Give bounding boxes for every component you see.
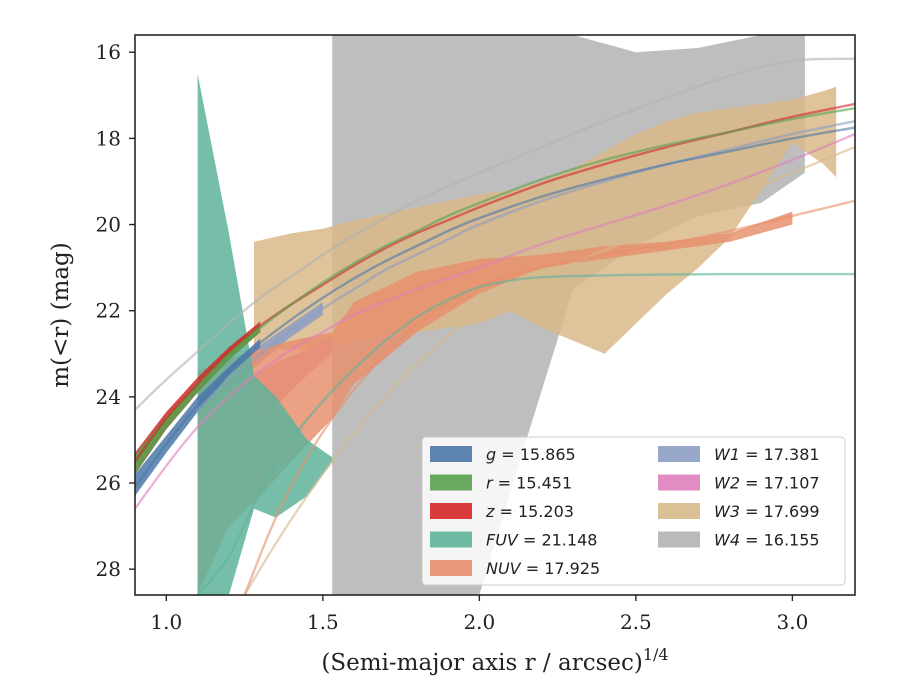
legend-swatch bbox=[430, 503, 472, 519]
legend-var: W3 bbox=[714, 502, 740, 521]
legend-equals: = bbox=[740, 445, 764, 464]
legend-value: 16.155 bbox=[764, 531, 820, 550]
legend-var: r bbox=[486, 474, 494, 493]
curve-r bbox=[135, 107, 855, 467]
legend-value: 17.699 bbox=[764, 502, 820, 521]
y-tick-label: 22 bbox=[96, 299, 121, 323]
legend-equals: = bbox=[493, 474, 517, 493]
y-tick-label: 28 bbox=[96, 557, 121, 581]
legend-item-z: z = 15.203 bbox=[430, 502, 574, 521]
y-tick-label: 26 bbox=[96, 471, 121, 495]
curve-fuv bbox=[196, 272, 855, 595]
x-axis-ticks: 1.0 1.5 2.0 2.5 3.0 bbox=[150, 595, 808, 634]
legend-equals: = bbox=[496, 445, 520, 464]
legend-item-w1: W1 = 17.381 bbox=[658, 445, 820, 464]
legend-swatch bbox=[658, 531, 700, 548]
curve-z bbox=[135, 102, 855, 463]
legend-var: z bbox=[485, 502, 495, 521]
legend-var: FUV bbox=[486, 531, 519, 550]
legend-item-w3: W3 = 17.699 bbox=[658, 502, 820, 521]
legend-item-fuv: FUV = 21.148 bbox=[430, 531, 597, 550]
legend-value: 15.203 bbox=[518, 502, 574, 521]
y-tick-label: 24 bbox=[96, 385, 121, 409]
legend-label: g = 15.865 bbox=[486, 445, 576, 464]
legend-var: g bbox=[486, 445, 496, 464]
legend-equals: = bbox=[740, 474, 764, 493]
legend-item-r: r = 15.451 bbox=[430, 474, 572, 493]
y-axis-title: m(<r) (mag) bbox=[48, 242, 74, 388]
legend-swatch bbox=[430, 446, 472, 462]
legend-item-w2: W2 = 17.107 bbox=[658, 474, 820, 493]
legend-var: W4 bbox=[714, 531, 740, 550]
legend-item-nuv: NUV = 17.925 bbox=[430, 559, 600, 578]
legend-value: 21.148 bbox=[541, 531, 597, 550]
legend-swatch bbox=[658, 446, 700, 462]
legend-equals: = bbox=[521, 559, 545, 578]
legend-value: 17.381 bbox=[764, 445, 820, 464]
x-tick-label: 2.0 bbox=[463, 610, 495, 634]
legend-swatch bbox=[658, 474, 700, 491]
legend-label: W1 = 17.381 bbox=[714, 445, 820, 464]
legend-label: W3 = 17.699 bbox=[714, 502, 820, 521]
legend-value: 17.925 bbox=[544, 559, 600, 578]
x-tick-label: 1.0 bbox=[150, 610, 182, 634]
x-tick-label: 2.5 bbox=[620, 610, 652, 634]
legend-label: FUV = 21.148 bbox=[486, 531, 597, 550]
legend-box bbox=[421, 436, 846, 586]
legend-label: r = 15.451 bbox=[486, 474, 572, 493]
curve-g bbox=[135, 126, 855, 489]
legend-equals: = bbox=[740, 502, 764, 521]
legend-equals: = bbox=[494, 502, 518, 521]
curve-w4 bbox=[135, 57, 855, 411]
band-fuv bbox=[197, 73, 333, 595]
x-tick-label: 3.0 bbox=[776, 610, 808, 634]
legend-var: NUV bbox=[486, 559, 522, 578]
curve-w2 bbox=[135, 132, 855, 510]
curve-w1 bbox=[196, 120, 855, 411]
band-nuv bbox=[197, 211, 793, 595]
legend-label: W2 = 17.107 bbox=[714, 474, 820, 493]
legend-swatch bbox=[430, 531, 472, 548]
legend-value: 15.451 bbox=[516, 474, 572, 493]
legend-label: z = 15.203 bbox=[485, 502, 574, 521]
legend: g = 15.865 r = 15.451 z = 15.203 FUV = 21.1… bbox=[421, 436, 846, 586]
legend-label: W4 = 16.155 bbox=[714, 531, 820, 550]
legend-value: 17.107 bbox=[764, 474, 820, 493]
legend-equals: = bbox=[740, 531, 764, 550]
legend-var: W1 bbox=[714, 445, 740, 464]
legend-swatch bbox=[430, 474, 472, 491]
legend-item-w4: W4 = 16.155 bbox=[658, 531, 820, 550]
legend-value: 15.865 bbox=[520, 445, 576, 464]
plot-frame bbox=[134, 34, 856, 596]
legend-item-g: g = 15.865 bbox=[430, 445, 576, 464]
curve-w3 bbox=[243, 145, 855, 595]
model-curves bbox=[135, 57, 855, 595]
y-tick-label: 20 bbox=[96, 213, 121, 237]
legend-swatch bbox=[658, 503, 700, 519]
x-axis-title: (Semi-major axis r / arcsec)1/4 bbox=[321, 645, 668, 676]
legend-equals: = bbox=[518, 531, 542, 550]
legend-var: W2 bbox=[714, 474, 740, 493]
legend-label: NUV = 17.925 bbox=[486, 559, 600, 578]
y-tick-label: 16 bbox=[96, 40, 121, 64]
x-tick-label: 1.5 bbox=[307, 610, 339, 634]
y-tick-label: 18 bbox=[96, 126, 121, 150]
legend-swatch bbox=[430, 560, 472, 576]
y-axis-ticks: 16 18 20 22 24 26 28 bbox=[96, 40, 135, 581]
